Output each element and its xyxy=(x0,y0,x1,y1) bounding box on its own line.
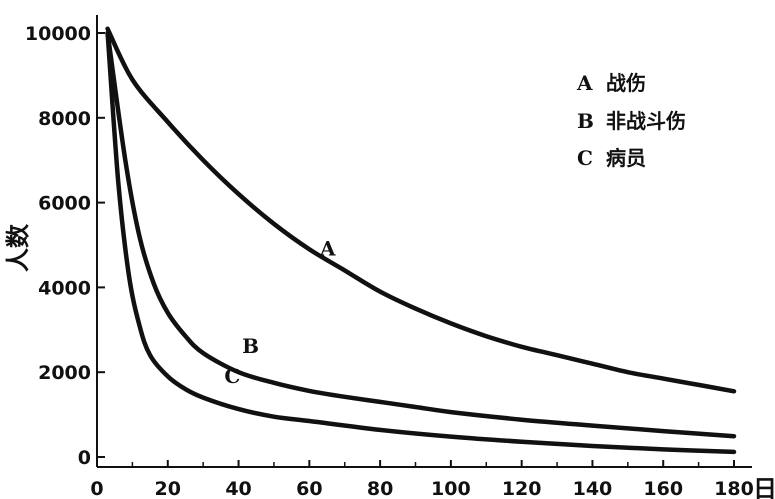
y-axis-title: 人数 xyxy=(3,223,32,272)
axes xyxy=(96,15,752,468)
series-line-a xyxy=(105,26,737,394)
x-tick-label: 140 xyxy=(573,478,613,499)
x-tick-label: 0 xyxy=(90,478,103,499)
curve-label-a: A xyxy=(319,237,336,261)
x-tick-label: 20 xyxy=(155,478,181,499)
x-tick-label: 80 xyxy=(367,478,393,499)
y-tick-label: 8000 xyxy=(38,108,91,130)
y-tick-label: 4000 xyxy=(38,277,91,299)
legend-label-c: 病员 xyxy=(606,146,646,170)
y-tick-label: 10000 xyxy=(25,23,91,45)
x-tick-label: 40 xyxy=(225,478,251,499)
y-tick-label: 0 xyxy=(78,447,91,469)
legend: A 战伤 B 非战斗伤 C 病员 xyxy=(576,71,686,170)
legend-key-a: A xyxy=(576,71,593,95)
curve-labels: A BC xyxy=(224,237,336,388)
x-tick-label: 160 xyxy=(643,478,683,499)
legend-key-b: B xyxy=(577,109,594,133)
curve-label-b: B xyxy=(242,334,259,358)
legend-item-b: B 非战斗伤 xyxy=(577,109,686,133)
legend-label-a: 战伤 xyxy=(606,71,646,95)
x-axis-title: 日 xyxy=(753,474,775,499)
y-tick-label: 2000 xyxy=(38,362,91,384)
legend-item-a: A 战伤 xyxy=(576,71,646,95)
x-tick-label: 120 xyxy=(502,478,542,499)
x-tick-label: 100 xyxy=(431,478,471,499)
legend-key-c: C xyxy=(577,146,593,170)
series-line-b xyxy=(105,30,737,439)
legend-label-b: 非战斗伤 xyxy=(606,109,686,133)
series-line-c xyxy=(105,30,737,455)
x-tick-label: 60 xyxy=(296,478,322,499)
x-tick-label: 180 xyxy=(714,478,754,499)
y-tick-label: 6000 xyxy=(38,193,91,215)
axis-ticks: 0 2000 4000 6000 8000 10000 0 20 40 60 80 100 120 140… xyxy=(25,23,754,499)
series-lines xyxy=(105,26,737,455)
legend-item-c: C 病员 xyxy=(577,146,646,170)
curve-label-c: C xyxy=(224,364,240,388)
